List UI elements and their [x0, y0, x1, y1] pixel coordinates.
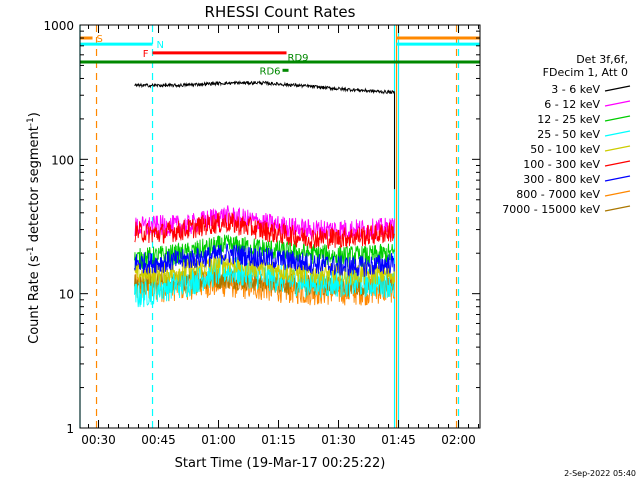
legend-swatch-3: [604, 130, 631, 137]
series-line-2: [134, 234, 395, 270]
legend-header-1: FDecim 1, Att 0: [543, 66, 628, 79]
footer-timestamp: 2-Sep-2022 05:40: [564, 469, 636, 478]
y-tick-label-1: 10: [59, 288, 74, 302]
y-axis-label: Count Rate (s-1 detector segment-1): [26, 112, 42, 344]
x-axis-label: Start Time (19-Mar-17 00:25:22): [175, 456, 386, 471]
legend-label-0: 3 - 6 keV: [551, 83, 600, 96]
y-label-mid: detector segment: [27, 126, 42, 246]
legend-swatch-7: [604, 190, 631, 197]
legend-label-8: 7000 - 15000 keV: [502, 203, 600, 216]
series-lines: [134, 80, 396, 308]
legend-label-3: 25 - 50 keV: [537, 128, 600, 141]
y-tick-label-2: 100: [51, 153, 74, 167]
legend-label-6: 300 - 800 keV: [523, 173, 600, 186]
legend: Det 3f,6f,FDecim 1, Att 0 3 - 6 keV 6 - 12…: [502, 53, 631, 216]
x-axis: 00:30 00:45 01:00 01:15 01:30 01:45 02:00: [81, 25, 480, 447]
legend-swatch-1: [604, 100, 631, 107]
y-label-end: ): [27, 112, 42, 117]
x-tick-label-5: 01:45: [381, 433, 416, 447]
series-line-5: [134, 212, 395, 250]
flag-label-4: RD6: [260, 66, 281, 77]
legend-swatch-8: [604, 205, 631, 212]
x-tick-label-4: 01:30: [321, 433, 356, 447]
legend-swatch-2: [604, 115, 631, 122]
y-tick-label-0: 1: [66, 422, 74, 436]
flag-label-2: F: [143, 49, 149, 60]
y-label-exp2: -1: [26, 117, 36, 126]
chart-title: RHESSI Count Rates: [205, 3, 356, 21]
legend-label-1: 6 - 12 keV: [544, 98, 600, 111]
legend-swatch-4: [604, 145, 631, 152]
x-tick-label-2: 01:00: [201, 433, 236, 447]
legend-label-5: 100 - 300 keV: [523, 158, 600, 171]
plot-frame: [79, 24, 481, 429]
legend-header-0: Det 3f,6f,: [576, 53, 628, 66]
y-tick-label-3: 1000: [43, 19, 74, 33]
legend-label-7: 800 - 7000 keV: [516, 188, 600, 201]
flag-label-1: N: [157, 40, 164, 51]
legend-label-4: 50 - 100 keV: [530, 143, 600, 156]
flag-label-3: RD9: [288, 53, 309, 64]
x-tick-label-0: 00:30: [81, 433, 116, 447]
series-line-0: [134, 80, 395, 95]
x-tick-label-3: 01:15: [261, 433, 296, 447]
y-label-exp1: -1: [26, 246, 36, 255]
flag-label-0: S: [97, 34, 103, 45]
legend-swatch-5: [604, 160, 631, 167]
legend-label-2: 12 - 25 keV: [537, 113, 600, 126]
y-label-main: Count Rate (s: [27, 255, 42, 344]
y-axis: 1 10 100 1000: [43, 19, 480, 436]
flag-bars: S NF RD9 RD6: [80, 34, 480, 77]
legend-swatch-6: [604, 175, 631, 182]
series-line-6: [134, 243, 395, 277]
legend-swatch-0: [604, 85, 631, 92]
x-tick-label-1: 00:45: [141, 433, 176, 447]
x-tick-label-6: 02:00: [441, 433, 476, 447]
